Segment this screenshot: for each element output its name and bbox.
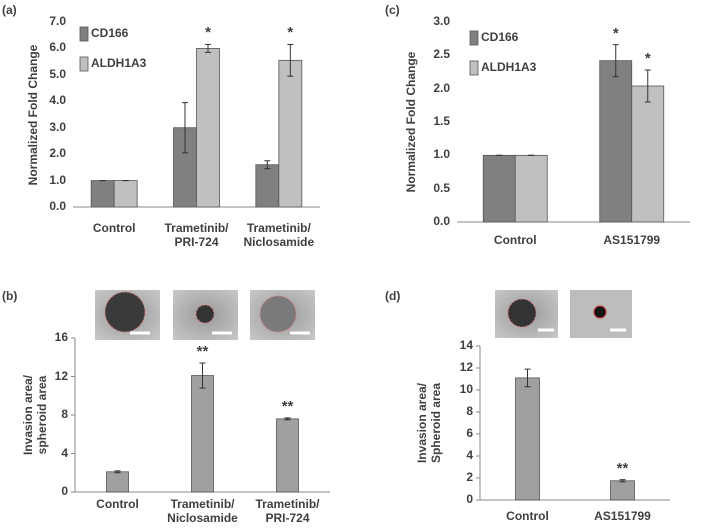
y-tick-label: 2	[466, 470, 473, 485]
x-tick-label: Control	[506, 509, 549, 523]
error-bar	[182, 102, 188, 154]
error-bar	[612, 44, 619, 78]
error-bar	[644, 69, 651, 103]
y-axis-label: Normalized Fold Change	[404, 51, 419, 193]
x-tick-label: Trametinib/ Niclosamide	[243, 221, 315, 249]
y-tick-label: 12	[459, 360, 473, 375]
significance-marker: *	[287, 24, 294, 42]
y-tick-label: 3.0	[433, 14, 450, 29]
panel-label: (c)	[385, 3, 400, 17]
legend-swatch	[469, 30, 479, 46]
significance-marker: **	[196, 342, 209, 360]
x-tick-label: Trametinib/ Niclosamide	[167, 497, 238, 525]
bar	[191, 375, 214, 493]
error-bar	[284, 417, 291, 421]
x-tick-label: Trametinib/ PRI-724	[255, 497, 320, 525]
y-tick-label: 1.5	[433, 114, 450, 129]
y-tick-label: 1.0	[49, 172, 66, 187]
bar	[514, 154, 548, 223]
y-tick-label: 2.0	[433, 80, 450, 95]
error-bar	[199, 362, 206, 389]
bar	[482, 154, 516, 223]
bar	[610, 480, 635, 501]
bar	[515, 377, 540, 501]
bar	[276, 418, 299, 493]
significance-marker: *	[205, 24, 211, 42]
y-tick-label: 0	[466, 492, 473, 507]
error-bar	[264, 160, 271, 170]
panel-label: (a)	[2, 3, 17, 17]
bar	[599, 60, 633, 223]
significance-marker: **	[281, 397, 294, 415]
y-tick-label: 4	[61, 445, 68, 460]
spheroid	[104, 291, 146, 333]
legend-swatch	[79, 26, 89, 42]
y-tick-label: 10	[459, 382, 473, 397]
y-tick-label: 0.5	[433, 180, 450, 195]
bar	[255, 164, 280, 208]
x-tick-label: Control	[96, 497, 139, 511]
bar	[106, 471, 129, 493]
y-tick-label: 2.5	[433, 47, 450, 62]
x-tick-label: Control	[92, 221, 136, 235]
significance-marker: *	[612, 24, 619, 42]
y-axis-label: Invasion area/ Spheroid area	[415, 382, 443, 464]
x-tick-label: AS151799	[594, 509, 651, 523]
y-tick-label: 6.0	[49, 40, 66, 55]
y-tick-label: 3.0	[49, 119, 66, 134]
legend-label: CD166	[481, 30, 519, 45]
spheroid-images	[95, 290, 632, 340]
y-tick-label: 8	[466, 404, 473, 419]
y-tick-label: 5.0	[49, 66, 66, 81]
legend-swatch	[79, 56, 89, 72]
y-tick-label: 0	[61, 484, 68, 499]
y-tick-label: 0.0	[49, 199, 66, 214]
significance-marker: *	[644, 49, 651, 67]
y-axis-label: Normalized Fold Change	[26, 44, 41, 185]
y-axis-label: Invasion area/ spheroid area	[21, 374, 49, 456]
spheroid	[507, 298, 537, 328]
y-tick-label: 6	[466, 426, 473, 441]
bar	[196, 48, 220, 208]
y-tick-label: 1.0	[433, 147, 450, 162]
y-tick-label: 4	[466, 448, 473, 463]
bar	[90, 180, 115, 208]
error-bar	[524, 368, 531, 388]
y-tick-label: 4.0	[49, 93, 66, 108]
y-tick-label: 2.0	[49, 146, 66, 161]
bar	[113, 180, 138, 208]
y-tick-label: 0.0	[433, 214, 450, 229]
y-tick-label: 7.0	[49, 14, 66, 29]
legend-label: ALDH1A3	[481, 60, 537, 75]
x-tick-label: Trametinib/ PRI-724	[164, 221, 229, 249]
spheroid	[259, 295, 297, 333]
error-bar	[205, 43, 211, 53]
panel-label: (b)	[2, 289, 18, 303]
y-tick-label: 8	[61, 407, 68, 422]
y-tick-label: 14	[459, 338, 473, 353]
error-bar	[287, 43, 294, 77]
bar	[631, 85, 665, 223]
bar	[278, 59, 303, 208]
x-tick-label: Control	[493, 233, 537, 247]
legend-swatch	[469, 60, 479, 76]
x-tick-label: AS151799	[603, 233, 661, 247]
spheroid	[195, 304, 215, 324]
significance-marker: **	[616, 459, 629, 477]
error-bar	[114, 470, 121, 474]
legend-label: ALDH1A3	[91, 56, 147, 71]
y-tick-label: 12	[54, 368, 68, 383]
panel-label: (d)	[385, 289, 401, 303]
spheroid	[593, 305, 607, 319]
y-tick-label: 16	[54, 330, 68, 345]
error-bar	[619, 479, 626, 483]
legend-label: CD166	[91, 26, 129, 41]
